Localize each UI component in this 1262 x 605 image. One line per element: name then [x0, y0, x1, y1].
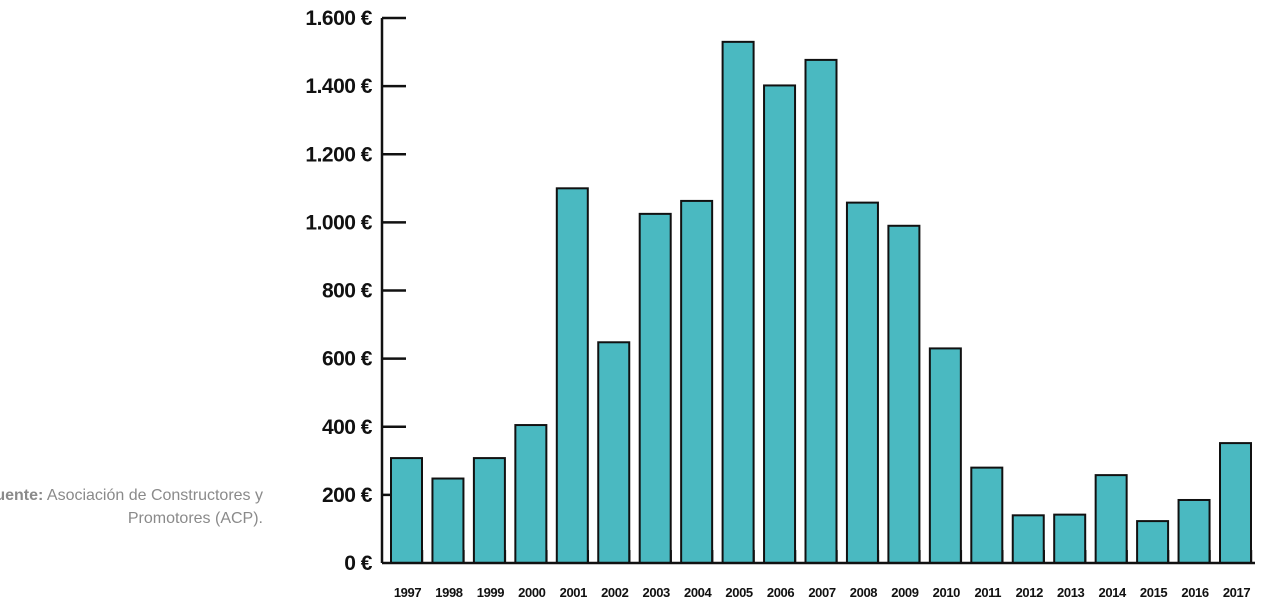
x-tick-label: 2004 [684, 585, 712, 600]
bar-2015 [1136, 520, 1170, 565]
bar-2010 [928, 347, 962, 564]
x-axis: 1997 1998 1999 2000 2001 2002 2003 2004 2005 2006… [382, 550, 1255, 600]
x-tick-label: 1999 [477, 585, 504, 600]
source-text: Asociación de Constructores y Promotores… [46, 487, 263, 527]
x-tick-label: 2012 [1016, 585, 1043, 600]
y-tick-label: 1.200 € [305, 143, 372, 166]
y-tick-label: 400 € [322, 416, 373, 439]
bar-2011 [970, 466, 1004, 564]
bar-2016 [1177, 498, 1211, 564]
x-tick-label: 2002 [601, 585, 628, 600]
x-tick-label: 1997 [394, 585, 421, 600]
bar-2004 [680, 199, 714, 564]
bar-2003 [638, 212, 672, 564]
x-tick-label: 2015 [1140, 585, 1167, 600]
bar-1998 [431, 477, 465, 564]
bar-2008 [845, 201, 879, 564]
bar-2012 [1011, 514, 1045, 564]
x-tick-label: 2010 [933, 585, 960, 600]
x-tick-label: 1998 [435, 585, 462, 600]
bar-2000 [514, 424, 548, 564]
x-tick-label: 2007 [808, 585, 835, 600]
y-tick-label: 1.400 € [305, 75, 372, 98]
bars [390, 40, 1252, 565]
y-tick-label: 800 € [322, 280, 373, 303]
y-tick-label: 1.000 € [305, 211, 372, 234]
x-tick-label: 2006 [767, 585, 794, 600]
x-tick-label: 2013 [1057, 585, 1084, 600]
bar-2002 [597, 341, 631, 564]
bar-2014 [1094, 474, 1128, 564]
bar-1997 [390, 457, 423, 564]
bar-2017 [1219, 442, 1252, 565]
y-tick-label: 600 € [322, 348, 373, 371]
bar-2006 [763, 84, 797, 564]
y-tick-label: 0 € [344, 552, 373, 575]
x-tick-label: 2000 [518, 585, 545, 600]
bar-2009 [887, 224, 921, 564]
x-tick-label: 2016 [1181, 585, 1208, 600]
bar-2007 [804, 58, 838, 564]
x-tick-label: 2008 [850, 585, 877, 600]
x-tick-label: 2009 [891, 585, 918, 600]
x-tick-label: 2003 [643, 585, 670, 600]
x-tick-label: 2011 [974, 585, 1001, 600]
x-tick-label: 2001 [560, 585, 587, 600]
y-tick-label: 200 € [322, 484, 373, 507]
bar-2013 [1053, 513, 1087, 564]
bar-1999 [472, 457, 506, 564]
x-tick-label: 2017 [1223, 585, 1250, 600]
x-tick-label: 2014 [1098, 585, 1126, 600]
y-tick-label: 1.600 € [305, 7, 372, 30]
x-tick-label: 2005 [725, 585, 752, 600]
source-note: Fuente: Asociación de Constructores y Pr… [0, 484, 263, 530]
bar-2005 [721, 40, 755, 564]
source-label: Fuente: [0, 487, 44, 504]
bar-2001 [555, 187, 589, 564]
y-axis: 0 € 200 € 400 € 600 € 800 € 1.000 € 1.200 € 1.4… [305, 7, 406, 575]
